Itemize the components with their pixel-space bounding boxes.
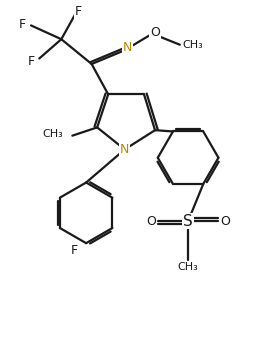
Text: N: N (123, 41, 132, 54)
Text: CH₃: CH₃ (42, 129, 63, 139)
Text: F: F (74, 5, 81, 18)
Text: F: F (71, 244, 78, 257)
Text: F: F (18, 17, 25, 31)
Text: S: S (183, 214, 193, 229)
Text: CH₃: CH₃ (178, 262, 199, 272)
Text: O: O (220, 215, 230, 228)
Text: CH₃: CH₃ (183, 40, 203, 50)
Text: O: O (150, 26, 160, 39)
Text: O: O (146, 215, 156, 228)
Text: N: N (120, 143, 129, 156)
Text: F: F (28, 55, 35, 68)
